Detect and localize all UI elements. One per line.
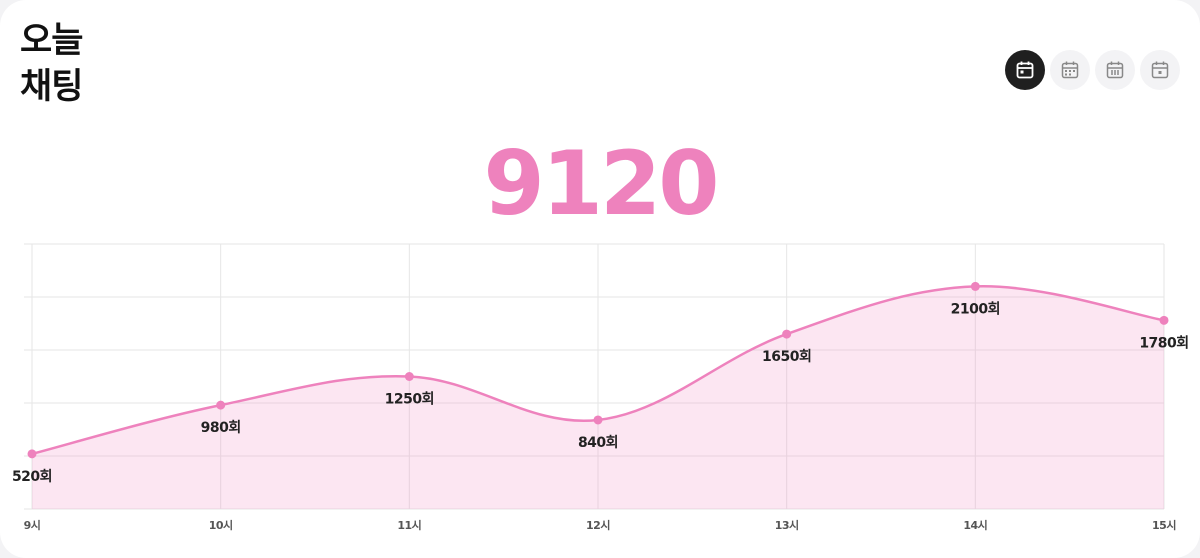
total-count: 9120 (483, 132, 720, 235)
page-title: 오늘 채팅 (20, 21, 83, 107)
calendar-icon (1061, 61, 1079, 79)
day-button[interactable] (1005, 50, 1045, 90)
value-label: 840회 (578, 435, 618, 451)
value-label: 1650회 (762, 349, 811, 365)
value-label: 1250회 (385, 392, 434, 408)
week-button[interactable] (1050, 50, 1090, 90)
x-tick-label: 13시 (775, 519, 799, 532)
point (782, 329, 792, 339)
area-fill (32, 286, 1164, 509)
x-tick-label: 10시 (209, 519, 233, 532)
chart: 9시 10시 11시 12시 13시 14시 15시 520회 980회 1250회 840회 165… (12, 243, 1189, 532)
year-button[interactable] (1140, 50, 1180, 90)
point (1159, 315, 1169, 325)
value-label: 520회 (12, 469, 52, 485)
value-label: 2100회 (951, 301, 1000, 317)
period-buttons (1005, 50, 1180, 90)
month-button[interactable] (1095, 50, 1135, 90)
x-tick-label: 9시 (24, 519, 41, 532)
x-tick-label: 11시 (397, 519, 421, 532)
calendar-icon (1151, 61, 1169, 79)
point (404, 372, 414, 381)
point (970, 281, 980, 291)
x-tick-label: 12시 (586, 519, 610, 532)
calendar-icon (1016, 61, 1034, 79)
point (593, 415, 603, 425)
point (216, 400, 226, 410)
calendar-icon (1106, 61, 1124, 79)
value-label: 980회 (201, 420, 241, 436)
x-tick-label: 15시 (1152, 519, 1176, 532)
point (27, 449, 37, 459)
x-tick-label: 14시 (963, 519, 987, 532)
value-label: 1780회 (1139, 335, 1188, 351)
